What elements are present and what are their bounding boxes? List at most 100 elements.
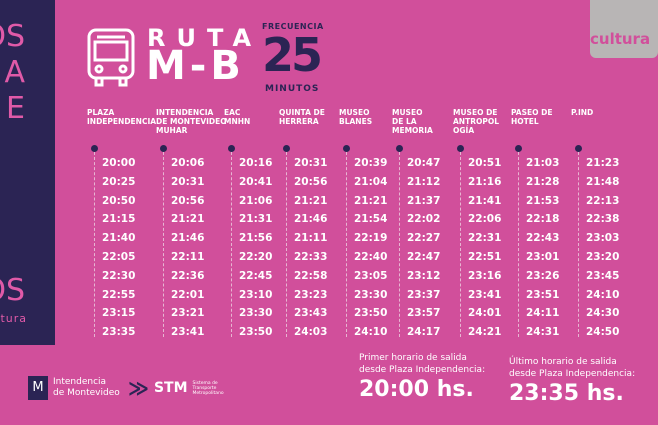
left-panel: OS A E OS tura (0, 0, 55, 345)
departure-time: 23:20 (586, 250, 620, 263)
stop-dot (457, 145, 464, 152)
departure-time: 24:21 (468, 326, 502, 339)
departure-time: 23:21 (171, 307, 205, 320)
departure-time: 20:31 (171, 175, 205, 188)
departure-time: 21:56 (239, 232, 273, 245)
departure-time: 21:21 (294, 194, 328, 207)
stop-name: MUSEO DE LA MEMORIA (392, 108, 433, 135)
stop-dot (160, 145, 167, 152)
departure-time: 24:17 (407, 326, 441, 339)
timeline (231, 152, 232, 337)
departure-time: 22:18 (526, 213, 560, 226)
intendencia-logo: M Intendencia de Montevideo (28, 376, 120, 400)
departure-time: 22:36 (171, 269, 205, 282)
departure-time: 20:06 (171, 157, 205, 169)
departure-time: 22:47 (407, 250, 441, 263)
stop-column: EAC MNHN 20:16 20:41 21:06 21:31 21:56 22:20 2… (224, 108, 296, 338)
departure-time: 23:35 (102, 326, 136, 339)
departure-time: 21:11 (294, 232, 328, 245)
stop-dot (91, 145, 98, 152)
departure-time: 23:23 (294, 288, 328, 301)
departure-time: 23:30 (354, 288, 388, 301)
timeline (94, 152, 95, 337)
stop-dot (343, 145, 350, 152)
departure-time: 21:06 (239, 194, 273, 207)
stop-name: INTENDENCIA DE MONTEVIDEO MUHAR (156, 108, 227, 135)
departure-time: 23:30 (239, 307, 273, 320)
departure-time: 21:16 (468, 175, 502, 188)
departure-time: 23:12 (407, 269, 441, 282)
stop-column: MUSEO DE LA MEMORIA 20:47 21:12 21:37 22:02… (392, 108, 464, 338)
departure-time: 24:10 (586, 288, 620, 301)
departure-time: 21:21 (171, 213, 205, 226)
departure-time: 21:31 (239, 213, 273, 226)
left-text: A (4, 55, 25, 90)
first-departure: Primer horario de salida desde Plaza Ind… (359, 353, 486, 402)
timeline (399, 152, 400, 337)
departure-time: 22:01 (171, 288, 205, 301)
departure-time: 24:03 (294, 326, 328, 339)
stop-dot (228, 145, 235, 152)
departure-time: 21:48 (586, 175, 620, 188)
stm-icon: ≫ (128, 376, 149, 400)
departure-time: 23:37 (407, 288, 441, 301)
departure-time: 22:30 (102, 269, 136, 282)
bus-icon (87, 28, 135, 87)
departure-time: 20:25 (102, 175, 136, 188)
departure-time: 23:16 (468, 269, 502, 282)
departure-time: 22:11 (171, 250, 205, 263)
departure-time: 24:01 (468, 307, 502, 320)
timeline (163, 152, 164, 337)
departure-time: 20:51 (468, 157, 502, 169)
departure-time: 22:40 (354, 250, 388, 263)
departure-time: 23:50 (239, 326, 273, 339)
route-code: M-B (146, 43, 245, 89)
departure-time: 24:31 (526, 326, 560, 339)
departure-time: 24:30 (586, 307, 620, 320)
departure-time: 20:56 (294, 175, 328, 188)
departure-time: 21:46 (294, 213, 328, 226)
departure-time: 24:50 (586, 326, 620, 339)
frequency-value: 25 (262, 28, 323, 82)
departure-time: 20:31 (294, 157, 328, 169)
frequency-unit: MINUTOS (265, 84, 320, 94)
departure-time: 22:43 (526, 232, 560, 245)
stop-name: MUSEO BLANES (339, 108, 373, 126)
departure-time: 22:31 (468, 232, 502, 245)
timeline (518, 152, 519, 337)
departure-time: 23:41 (468, 288, 502, 301)
departure-time: 23:10 (239, 288, 273, 301)
departure-time: 22:55 (102, 288, 136, 301)
stop-column: PLAZA INDEPENDENCIA 20:00 20:25 20:50 21:15… (87, 108, 159, 338)
departure-time: 23:57 (407, 307, 441, 320)
stop-name: EAC MNHN (224, 108, 251, 126)
departure-time: 22:13 (586, 194, 620, 207)
left-text: OS (0, 19, 25, 54)
departure-time: 23:43 (294, 307, 328, 320)
intendencia-icon: M (28, 376, 48, 400)
departure-time: 24:10 (354, 326, 388, 339)
departure-time: 21:46 (171, 232, 205, 245)
departure-time: 20:50 (102, 194, 136, 207)
left-text: E (6, 91, 25, 126)
departure-time: 20:41 (239, 175, 273, 188)
departure-time: 24:11 (526, 307, 560, 320)
stop-dot (515, 145, 522, 152)
timeline (460, 152, 461, 337)
stop-dot (396, 145, 403, 152)
departure-time: 22:02 (407, 213, 441, 226)
departure-time: 21:54 (354, 213, 388, 226)
stop-name: PLAZA INDEPENDENCIA (87, 108, 157, 126)
stop-column: QUINTA DE HERRERA 20:31 20:56 21:21 21:46 21… (279, 108, 351, 338)
departure-time: 22:20 (239, 250, 273, 263)
departure-time: 22:33 (294, 250, 328, 263)
route-label: RUTA (147, 24, 263, 52)
departure-time: 23:41 (171, 326, 205, 339)
timeline (578, 152, 579, 337)
departure-time: 23:15 (102, 307, 136, 320)
departure-time: 20:56 (171, 194, 205, 207)
departure-time: 21:12 (407, 175, 441, 188)
departure-time: 21:23 (586, 157, 620, 169)
departure-time: 22:51 (468, 250, 502, 263)
departure-time: 22:27 (407, 232, 441, 245)
